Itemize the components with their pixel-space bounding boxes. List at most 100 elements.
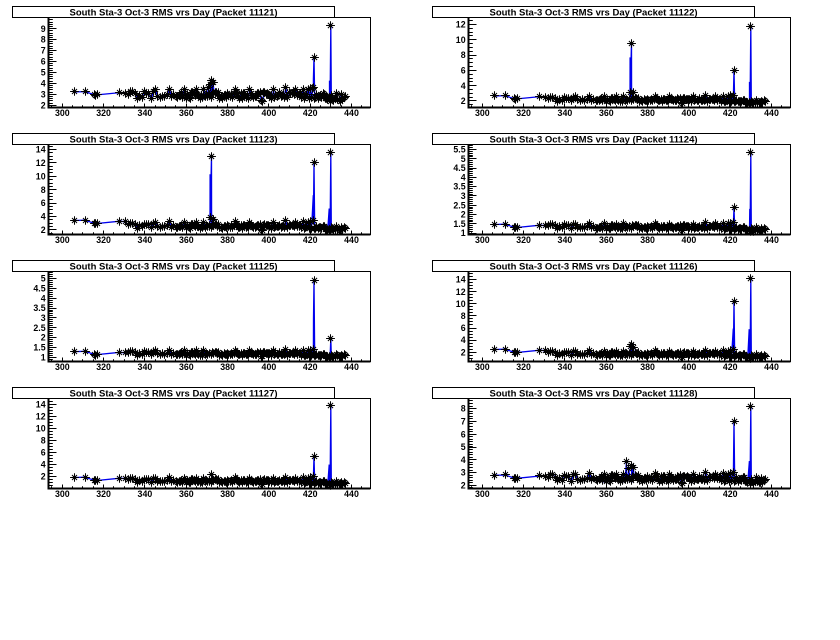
svg-text:340: 340 — [558, 489, 573, 499]
svg-text:7: 7 — [41, 46, 46, 56]
svg-text:320: 320 — [516, 489, 531, 499]
svg-text:6: 6 — [41, 198, 46, 208]
svg-text:420: 420 — [303, 362, 318, 372]
svg-text:360: 360 — [599, 489, 614, 499]
svg-text:6: 6 — [461, 429, 466, 439]
svg-text:300: 300 — [475, 235, 490, 245]
svg-text:300: 300 — [55, 362, 70, 372]
svg-text:340: 340 — [558, 108, 573, 118]
svg-text:10: 10 — [456, 299, 466, 309]
svg-text:420: 420 — [723, 108, 738, 118]
svg-text:420: 420 — [723, 489, 738, 499]
svg-text:4: 4 — [461, 455, 466, 465]
svg-text:4: 4 — [461, 172, 466, 182]
svg-text:12: 12 — [456, 287, 466, 297]
svg-text:1.5: 1.5 — [33, 343, 45, 353]
svg-text:400: 400 — [682, 489, 697, 499]
svg-text:440: 440 — [344, 362, 359, 372]
svg-text:420: 420 — [303, 489, 318, 499]
svg-text:400: 400 — [262, 489, 277, 499]
svg-text:360: 360 — [599, 235, 614, 245]
svg-text:380: 380 — [640, 489, 655, 499]
svg-text:3.5: 3.5 — [453, 182, 465, 192]
svg-text:6: 6 — [461, 323, 466, 333]
svg-text:9: 9 — [41, 24, 46, 34]
svg-text:440: 440 — [764, 235, 779, 245]
svg-text:12: 12 — [36, 412, 46, 422]
svg-text:4: 4 — [41, 460, 46, 470]
svg-text:14: 14 — [36, 400, 46, 410]
svg-text:4.5: 4.5 — [33, 283, 45, 293]
svg-text:400: 400 — [682, 235, 697, 245]
svg-text:340: 340 — [138, 362, 153, 372]
svg-text:300: 300 — [55, 235, 70, 245]
svg-text:8: 8 — [461, 50, 466, 60]
svg-text:440: 440 — [344, 489, 359, 499]
svg-text:South Sta-3 Oct-3 RMS vrs Day: South Sta-3 Oct-3 RMS vrs Day (Packet 11… — [69, 135, 277, 146]
svg-text:380: 380 — [220, 108, 235, 118]
svg-text:2: 2 — [41, 225, 46, 235]
svg-text:340: 340 — [558, 235, 573, 245]
svg-text:2.5: 2.5 — [33, 323, 45, 333]
svg-text:5: 5 — [461, 154, 466, 164]
svg-text:1.5: 1.5 — [453, 219, 465, 229]
svg-text:400: 400 — [262, 235, 277, 245]
svg-text:South Sta-3 Oct-3 RMS vrs Day: South Sta-3 Oct-3 RMS vrs Day (Packet 11… — [489, 135, 697, 146]
svg-text:5: 5 — [461, 442, 466, 452]
svg-text:380: 380 — [640, 108, 655, 118]
svg-text:10: 10 — [36, 424, 46, 434]
svg-text:8: 8 — [41, 436, 46, 446]
svg-text:10: 10 — [456, 35, 466, 45]
svg-text:3.5: 3.5 — [33, 303, 45, 313]
svg-text:14: 14 — [456, 275, 466, 285]
svg-text:1: 1 — [461, 228, 466, 238]
svg-text:440: 440 — [344, 235, 359, 245]
svg-text:360: 360 — [179, 108, 194, 118]
svg-text:14: 14 — [36, 145, 46, 155]
svg-text:2: 2 — [41, 472, 46, 482]
svg-text:6: 6 — [41, 57, 46, 67]
svg-text:320: 320 — [516, 108, 531, 118]
svg-text:5: 5 — [41, 68, 46, 78]
svg-text:380: 380 — [640, 362, 655, 372]
svg-text:440: 440 — [764, 108, 779, 118]
svg-text:10: 10 — [36, 171, 46, 181]
svg-text:400: 400 — [682, 108, 697, 118]
svg-text:South Sta-3 Oct-3 RMS vrs Day: South Sta-3 Oct-3 RMS vrs Day (Packet 11… — [489, 262, 697, 273]
svg-text:8: 8 — [461, 311, 466, 321]
svg-text:400: 400 — [262, 362, 277, 372]
svg-text:7: 7 — [461, 417, 466, 427]
svg-text:440: 440 — [344, 108, 359, 118]
svg-text:380: 380 — [220, 235, 235, 245]
svg-text:12: 12 — [36, 158, 46, 168]
svg-text:5.5: 5.5 — [453, 145, 465, 155]
svg-text:400: 400 — [682, 362, 697, 372]
svg-text:4: 4 — [41, 293, 46, 303]
svg-text:South Sta-3 Oct-3 RMS vrs Day: South Sta-3 Oct-3 RMS vrs Day (Packet 11… — [489, 8, 697, 19]
svg-text:3: 3 — [41, 89, 46, 99]
svg-text:6: 6 — [41, 448, 46, 458]
svg-text:340: 340 — [138, 108, 153, 118]
svg-text:420: 420 — [723, 362, 738, 372]
svg-text:8: 8 — [41, 35, 46, 45]
svg-text:2: 2 — [41, 100, 46, 110]
svg-text:4: 4 — [41, 212, 46, 222]
svg-text:8: 8 — [41, 185, 46, 195]
svg-text:5: 5 — [41, 274, 46, 284]
svg-text:320: 320 — [516, 235, 531, 245]
svg-text:3: 3 — [41, 313, 46, 323]
svg-text:2.5: 2.5 — [453, 200, 465, 210]
svg-text:4: 4 — [461, 81, 466, 91]
svg-text:3: 3 — [461, 191, 466, 201]
svg-text:320: 320 — [516, 362, 531, 372]
svg-text:12: 12 — [456, 20, 466, 30]
svg-text:320: 320 — [96, 489, 111, 499]
svg-text:320: 320 — [96, 362, 111, 372]
svg-text:300: 300 — [475, 108, 490, 118]
svg-text:380: 380 — [640, 235, 655, 245]
svg-text:440: 440 — [764, 362, 779, 372]
svg-text:340: 340 — [138, 235, 153, 245]
svg-text:400: 400 — [262, 108, 277, 118]
svg-text:4.5: 4.5 — [453, 163, 465, 173]
svg-text:1: 1 — [41, 352, 46, 362]
